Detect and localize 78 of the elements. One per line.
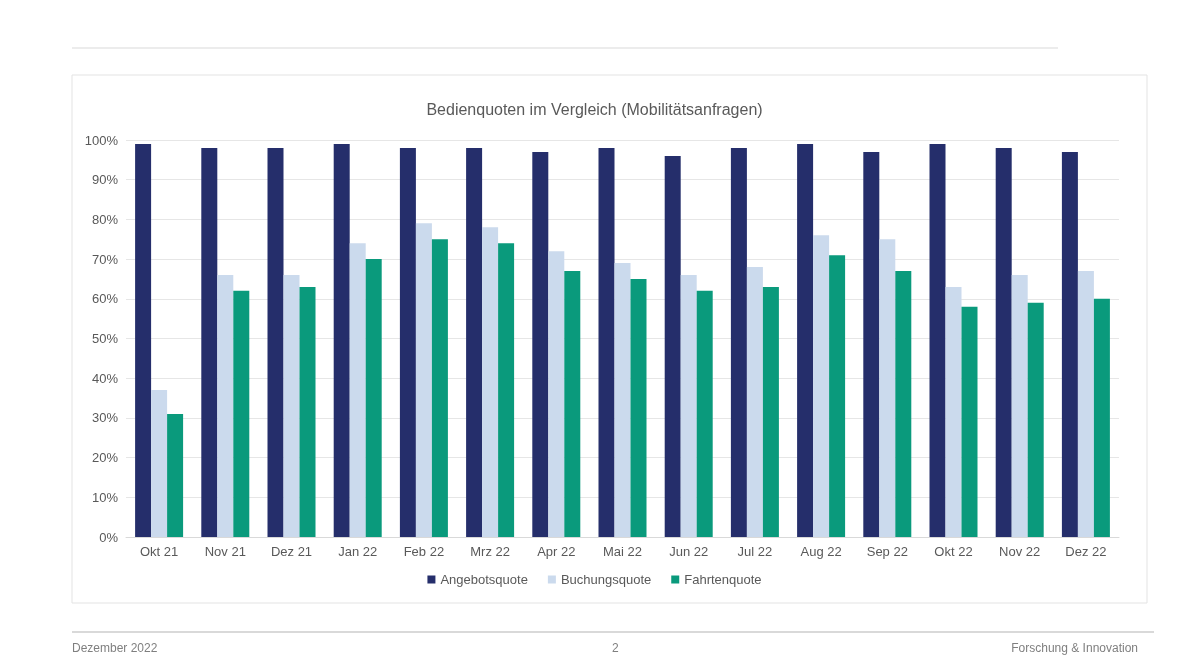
bar [365, 259, 382, 537]
x-tick-label: Jul 22 [737, 544, 773, 559]
x-tick-label: Apr 22 [537, 544, 576, 559]
bar [482, 227, 499, 537]
y-tick-label: 50% [91, 331, 119, 346]
bar [746, 267, 763, 537]
bar [895, 271, 912, 537]
bar [630, 278, 647, 537]
bar [945, 286, 962, 537]
bar [135, 143, 152, 537]
text: Forschung & Innovation [1011, 641, 1139, 655]
bar [813, 235, 830, 537]
bar [829, 255, 846, 537]
x-tick-label: Nov 21 [204, 544, 246, 559]
text: 2 [612, 641, 619, 655]
bar [762, 286, 779, 537]
bar [415, 223, 432, 537]
bar [532, 151, 549, 537]
bar [961, 306, 978, 537]
bar [1011, 274, 1028, 537]
bar [879, 239, 896, 537]
x-tick-label: Sep 22 [866, 544, 908, 559]
bar [299, 286, 316, 537]
bar [217, 274, 234, 537]
x-tick-label: Dez 21 [270, 544, 313, 559]
x-tick-label: Mai 22 [602, 544, 643, 559]
bar [995, 147, 1012, 537]
bar [564, 271, 581, 537]
x-tick-label: Nov 22 [999, 544, 1041, 559]
legend-label: Angebotsquote [440, 572, 528, 587]
bar [1093, 298, 1110, 537]
x-tick-label: Jan 22 [338, 544, 378, 559]
bar [696, 290, 713, 537]
bar [267, 147, 284, 537]
bar [614, 263, 631, 537]
y-tick-label: 0% [99, 529, 119, 545]
bar [1061, 151, 1078, 537]
x-tick-label: Aug 22 [800, 544, 842, 559]
y-tick-label: 20% [91, 450, 119, 466]
y-tick-label: 10% [91, 489, 119, 505]
x-tick-label: Feb 22 [403, 544, 445, 559]
bar [431, 239, 448, 537]
bar [399, 147, 416, 537]
text: Dezember 2022 [72, 641, 158, 655]
x-tick-label: Dez 22 [1065, 544, 1107, 559]
y-tick-label: 100% [84, 132, 119, 148]
x-tick-label: Okt 22 [934, 544, 973, 559]
chart-title: Bedienquoten im Vergleich (Mobilitätsanfragen) [426, 100, 763, 118]
bar [283, 274, 300, 537]
bar [730, 147, 747, 537]
bar [1027, 302, 1044, 537]
y-tick-label: 90% [91, 172, 119, 188]
bar [466, 147, 483, 537]
legend-label: Buchungsquote [560, 572, 652, 587]
y-tick-label: 70% [91, 251, 119, 267]
bar [548, 251, 565, 537]
y-tick-label: 60% [91, 291, 119, 307]
y-tick-label: 30% [91, 410, 119, 426]
bar [151, 390, 168, 537]
bar [201, 147, 218, 537]
bar [797, 143, 814, 537]
x-tick-label: Jun 22 [669, 544, 709, 559]
x-tick-label: Mrz 22 [470, 544, 510, 559]
x-tick-label: Okt 21 [139, 544, 179, 559]
y-tick-label: 40% [91, 370, 119, 386]
bar [233, 290, 250, 537]
bar [333, 143, 350, 537]
bar [598, 147, 615, 537]
bar [680, 274, 697, 537]
bar [349, 243, 366, 537]
bar [167, 413, 184, 537]
bar [863, 151, 880, 537]
y-tick-label: 80% [91, 211, 119, 227]
legend-label: Fahrtenquote [684, 572, 762, 587]
bar [929, 143, 946, 537]
bar [664, 155, 681, 537]
bar [498, 243, 515, 537]
bar [1077, 271, 1094, 537]
